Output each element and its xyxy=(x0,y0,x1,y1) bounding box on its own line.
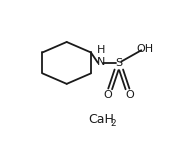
Text: OH: OH xyxy=(137,44,154,54)
Text: H: H xyxy=(97,45,105,55)
Text: O: O xyxy=(125,90,134,100)
Text: 2: 2 xyxy=(110,119,116,128)
Text: CaH: CaH xyxy=(88,113,114,126)
Text: N: N xyxy=(97,57,105,67)
Text: O: O xyxy=(104,90,113,100)
Text: S: S xyxy=(115,58,122,68)
